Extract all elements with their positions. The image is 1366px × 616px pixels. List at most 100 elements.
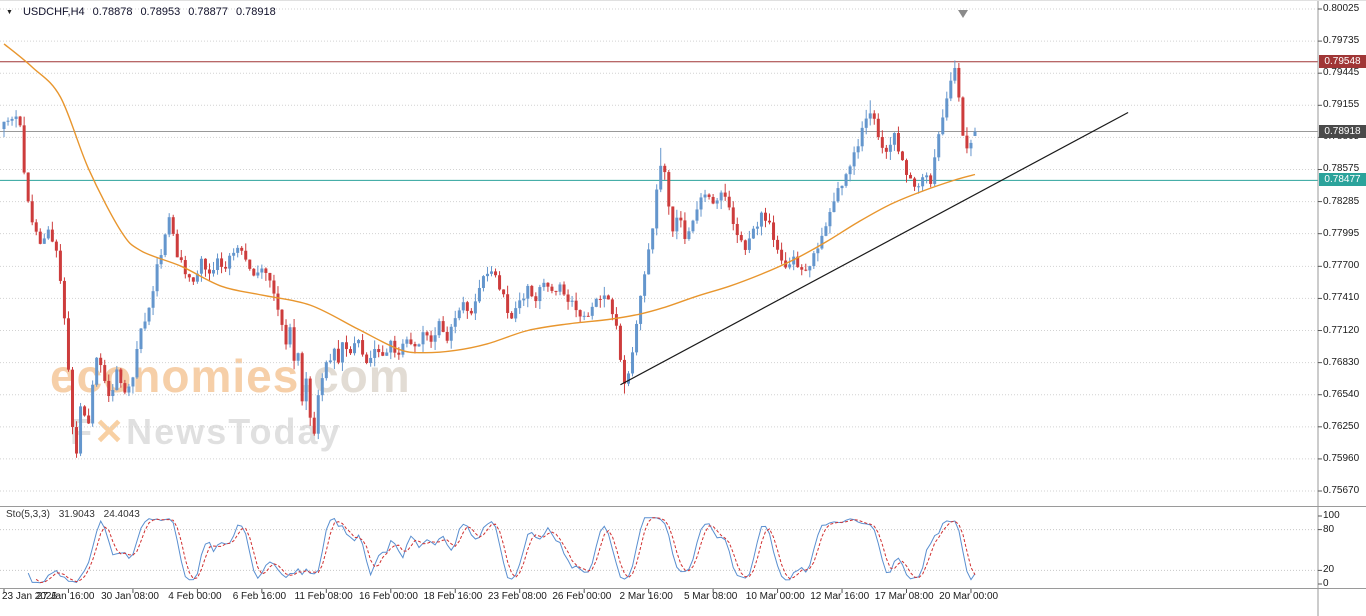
candle-body (840, 185, 844, 189)
candle-body (723, 192, 727, 197)
candle-body (123, 383, 127, 393)
candle-body (796, 256, 800, 268)
candle-body (933, 157, 937, 184)
candle-body (510, 312, 514, 319)
candle-body (62, 280, 66, 319)
indicator-d-value: 24.4043 (103, 509, 140, 520)
candle-body (739, 235, 743, 241)
candle-body (526, 285, 530, 299)
candle-body (304, 378, 308, 402)
indicator-k-value: 31.9043 (58, 509, 95, 520)
candle-body (542, 282, 546, 288)
candle-body (768, 220, 772, 223)
candle-body (155, 264, 159, 292)
candle-body (614, 314, 618, 326)
candle-body (703, 194, 707, 198)
candle-body (417, 344, 421, 347)
symbol-timeframe-label: USDCHF,H4 (22, 6, 85, 18)
stochastic-k-line (27, 517, 976, 584)
candle-body (731, 207, 735, 224)
candle-body (788, 264, 792, 268)
candle-body (308, 378, 312, 418)
candle-body (296, 353, 300, 361)
candle-body (473, 301, 477, 314)
candle-body (236, 247, 240, 253)
candle-body (50, 229, 54, 242)
candle-body (602, 295, 606, 300)
candle-body (671, 206, 675, 232)
candle-body (264, 268, 268, 273)
chart-shift-marker-icon[interactable] (958, 10, 968, 18)
stochastic-panel[interactable] (27, 517, 976, 584)
time-axis-label: 23 Jan 2026 (2, 591, 58, 602)
time-axis-label: 17 Mar 08:00 (874, 591, 934, 602)
ohlc-low-value: 0.78877 (188, 6, 228, 18)
candle-body (38, 231, 42, 244)
candle-body (965, 135, 969, 149)
candle-body (163, 234, 167, 256)
candle-body (199, 258, 203, 274)
candle-body (570, 300, 574, 302)
candle-body (800, 267, 804, 270)
candle-body (518, 300, 522, 309)
symbol-ohlc-header: ▼ USDCHF,H4 0.78878 0.78953 0.78877 0.78… (6, 6, 276, 18)
candle-body (405, 339, 409, 344)
candle-body (453, 318, 457, 327)
ohlc-high-value: 0.78953 (140, 6, 181, 18)
candle-body (175, 233, 179, 258)
candle-body (804, 269, 808, 271)
candle-body (566, 294, 570, 302)
symbol-dropdown-icon[interactable]: ▼ (6, 8, 13, 16)
candle-body (832, 201, 836, 213)
candle-body (655, 189, 659, 229)
candle-body (348, 349, 352, 354)
time-axis-label: 20 Mar 00:00 (939, 591, 999, 602)
candle-body (957, 67, 961, 98)
candle-body (494, 271, 498, 276)
watermark-brand-suffix: .com (299, 350, 411, 402)
candle-body (256, 272, 260, 276)
candle-body (232, 252, 236, 256)
candle-body (70, 369, 74, 428)
candle-body (743, 240, 747, 250)
ohlc-close-value: 0.78918 (235, 6, 276, 18)
candle-body (393, 340, 397, 353)
candle-body (538, 287, 542, 302)
candle-body (868, 113, 872, 119)
candle-body (896, 133, 900, 152)
candle-body (554, 290, 558, 292)
candle-body (167, 217, 171, 235)
main-chart-area[interactable] (0, 43, 1318, 458)
candle-body (872, 113, 876, 119)
candle-body (58, 250, 62, 281)
candle-body (751, 228, 755, 239)
time-axis[interactable]: 23 Jan 2026 27 Jan 16:00 30 Jan 08:00 4 Feb… (0, 591, 1366, 607)
indicator-name-label: Sto(5,3,3) (6, 509, 50, 520)
candle-body (747, 238, 751, 250)
candle-body (369, 357, 373, 363)
candle-body (66, 318, 70, 370)
ascending-trendline[interactable] (620, 111, 1129, 386)
candle-body (461, 302, 465, 311)
candle-body (147, 307, 151, 322)
candle-body (361, 340, 365, 355)
candle-body (381, 352, 385, 356)
candle-body (75, 427, 79, 454)
time-axis-label: 12 Mar 16:00 (810, 591, 870, 602)
candle-body (651, 228, 655, 250)
candle-body (558, 284, 562, 292)
candle-body (14, 116, 18, 119)
candle-body (921, 177, 925, 187)
candle-body (87, 415, 91, 424)
candle-body (610, 299, 614, 315)
time-axis-label: 30 Jan 08:00 (101, 591, 159, 602)
moving-average-line[interactable] (3, 43, 976, 354)
candle-body (695, 209, 699, 221)
candle-body (929, 175, 933, 184)
candle-body (816, 248, 820, 254)
candle-body (937, 134, 941, 158)
candle-body (344, 342, 348, 350)
candle-body (340, 342, 344, 363)
